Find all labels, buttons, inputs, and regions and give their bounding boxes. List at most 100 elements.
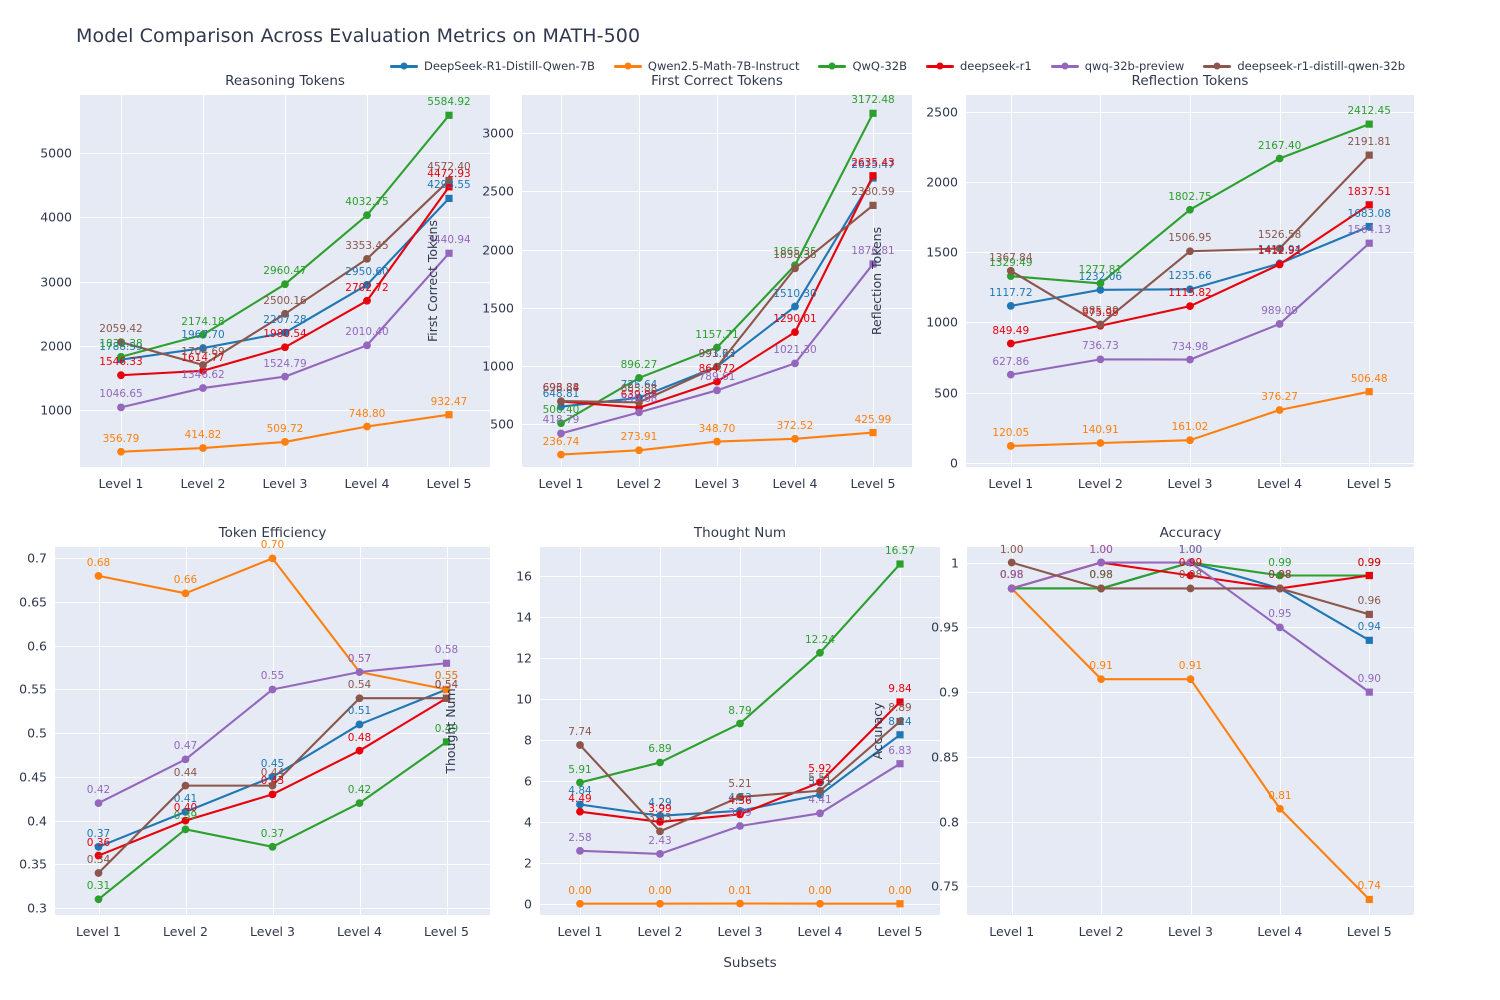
data-point-marker[interactable] — [791, 434, 799, 443]
data-point-marker[interactable] — [1006, 266, 1015, 275]
data-point-marker[interactable] — [713, 377, 721, 386]
data-point-marker[interactable] — [576, 800, 584, 809]
data-point-marker[interactable] — [816, 809, 824, 818]
data-point-marker[interactable] — [363, 341, 371, 350]
data-point-marker[interactable] — [445, 194, 453, 202]
data-point-marker[interactable] — [656, 827, 664, 836]
data-point-marker[interactable] — [1365, 239, 1373, 247]
data-point-marker[interactable] — [1275, 260, 1284, 269]
data-point-marker[interactable] — [791, 264, 799, 273]
data-point-marker[interactable] — [442, 659, 451, 667]
data-point-marker[interactable] — [181, 589, 190, 598]
data-point-marker[interactable] — [791, 302, 799, 311]
data-point-marker[interactable] — [1096, 320, 1105, 329]
data-point-marker[interactable] — [1096, 355, 1105, 364]
data-point-marker[interactable] — [1275, 154, 1284, 163]
data-point-marker[interactable] — [117, 403, 125, 412]
legend-item[interactable]: qwq-32b-preview — [1050, 59, 1184, 73]
data-point-marker[interactable] — [117, 352, 125, 361]
data-point-marker[interactable] — [896, 731, 904, 739]
data-point-marker[interactable] — [1186, 285, 1194, 294]
data-point-marker[interactable] — [1365, 895, 1373, 904]
data-point-marker[interactable] — [1186, 558, 1195, 567]
data-point-marker[interactable] — [94, 869, 103, 877]
data-point-marker[interactable] — [869, 109, 877, 117]
data-point-marker[interactable] — [896, 717, 904, 726]
data-point-marker[interactable] — [713, 437, 721, 446]
data-point-marker[interactable] — [1186, 436, 1194, 445]
data-point-marker[interactable] — [816, 778, 824, 787]
data-point-marker[interactable] — [576, 807, 584, 816]
data-point-marker[interactable] — [199, 444, 207, 452]
data-point-marker[interactable] — [281, 343, 289, 352]
data-point-marker[interactable] — [576, 741, 584, 749]
data-point-marker[interactable] — [355, 694, 364, 703]
data-point-marker[interactable] — [635, 398, 643, 407]
data-point-marker[interactable] — [445, 111, 453, 119]
data-point-marker[interactable] — [713, 362, 721, 371]
data-point-marker[interactable] — [635, 446, 643, 455]
data-point-marker[interactable] — [1365, 688, 1373, 696]
series-line[interactable] — [1010, 561, 1371, 694]
data-point-marker[interactable] — [869, 260, 877, 268]
series-line[interactable] — [1009, 123, 1371, 285]
data-point-marker[interactable] — [1276, 571, 1284, 580]
data-point-marker[interactable] — [363, 422, 371, 431]
legend-item[interactable]: deepseek-r1-distill-qwen-32b — [1203, 59, 1405, 73]
data-point-marker[interactable] — [1006, 272, 1015, 281]
data-point-marker[interactable] — [355, 746, 364, 755]
data-point-marker[interactable] — [1096, 285, 1105, 294]
data-point-marker[interactable] — [199, 366, 207, 375]
legend-item[interactable]: deepseek-r1 — [925, 59, 1032, 73]
data-point-marker[interactable] — [576, 778, 584, 787]
data-point-marker[interactable] — [181, 816, 190, 825]
data-point-marker[interactable] — [869, 172, 877, 180]
data-point-marker[interactable] — [117, 338, 125, 347]
data-point-marker[interactable] — [656, 850, 664, 858]
data-point-marker[interactable] — [1097, 558, 1105, 567]
data-point-marker[interactable] — [94, 571, 103, 580]
data-point-marker[interactable] — [94, 842, 103, 851]
data-point-marker[interactable] — [1276, 584, 1284, 593]
data-point-marker[interactable] — [557, 397, 565, 405]
data-point-marker[interactable] — [816, 648, 824, 657]
data-point-marker[interactable] — [557, 450, 565, 459]
data-point-marker[interactable] — [1006, 301, 1015, 310]
data-point-marker[interactable] — [1275, 244, 1284, 253]
data-point-marker[interactable] — [1275, 406, 1284, 414]
data-point-marker[interactable] — [363, 280, 371, 289]
data-point-marker[interactable] — [1365, 571, 1373, 580]
data-point-marker[interactable] — [896, 760, 904, 768]
data-point-marker[interactable] — [363, 255, 371, 263]
legend-item[interactable]: DeepSeek-R1-Distill-Qwen-7B — [390, 59, 595, 73]
data-point-marker[interactable] — [445, 176, 453, 185]
legend-item[interactable]: QwQ-32B — [818, 59, 907, 73]
data-point-marker[interactable] — [281, 328, 289, 337]
data-point-marker[interactable] — [557, 419, 565, 428]
data-point-marker[interactable] — [181, 825, 190, 834]
data-point-marker[interactable] — [268, 554, 277, 563]
data-point-marker[interactable] — [199, 330, 207, 339]
data-point-marker[interactable] — [199, 384, 207, 392]
data-point-marker[interactable] — [268, 685, 277, 694]
data-point-marker[interactable] — [1096, 439, 1105, 447]
data-point-marker[interactable] — [896, 560, 904, 568]
data-point-marker[interactable] — [1365, 610, 1373, 618]
data-point-marker[interactable] — [1186, 584, 1195, 593]
data-point-marker[interactable] — [355, 799, 364, 808]
data-point-marker[interactable] — [1097, 675, 1105, 684]
data-point-marker[interactable] — [1186, 571, 1195, 580]
data-point-marker[interactable] — [1096, 279, 1105, 288]
data-point-marker[interactable] — [713, 343, 721, 352]
data-point-marker[interactable] — [1186, 302, 1194, 311]
data-point-marker[interactable] — [736, 793, 744, 801]
data-point-marker[interactable] — [1276, 623, 1284, 632]
data-point-marker[interactable] — [656, 899, 664, 908]
data-point-marker[interactable] — [816, 899, 824, 908]
data-point-marker[interactable] — [576, 899, 584, 908]
data-point-marker[interactable] — [181, 755, 190, 764]
data-point-marker[interactable] — [363, 211, 371, 220]
data-point-marker[interactable] — [1276, 804, 1284, 813]
data-point-marker[interactable] — [1365, 222, 1373, 231]
data-point-marker[interactable] — [713, 386, 721, 395]
